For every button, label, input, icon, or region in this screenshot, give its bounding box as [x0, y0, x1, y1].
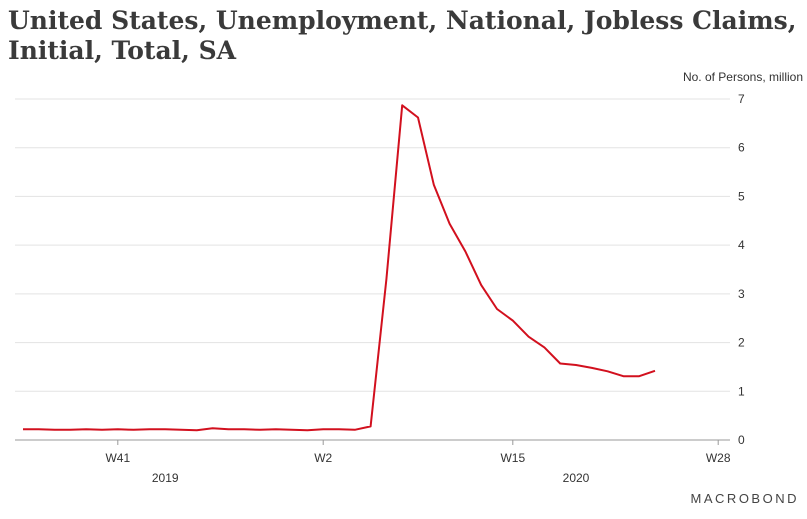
y-tick-label: 7 — [738, 92, 745, 106]
y-axis-label: No. of Persons, million — [682, 70, 803, 84]
y-tick-label: 2 — [738, 336, 745, 350]
x-tick-labels: W41 W2 W15 W28 — [105, 440, 731, 465]
year-labels: 2019 2020 — [152, 471, 590, 485]
y-tick-label: 0 — [738, 433, 745, 447]
year-label: 2019 — [152, 471, 179, 485]
gridlines — [15, 98, 730, 392]
y-tick-label: 4 — [738, 238, 745, 252]
x-tick-label: W2 — [314, 451, 332, 465]
year-label: 2020 — [563, 471, 590, 485]
x-tick-label: W28 — [706, 451, 731, 465]
y-tick-label: 3 — [738, 287, 745, 301]
macrobond-logo: MACROBOND — [690, 491, 799, 506]
y-tick-label: 1 — [738, 384, 745, 398]
chart-title: United States, Unemployment, National, J… — [8, 6, 797, 65]
y-tick-labels: 0 1 2 3 4 5 6 7 — [738, 92, 745, 447]
y-tick-label: 6 — [738, 141, 745, 155]
y-tick-label: 5 — [738, 189, 745, 203]
x-tick-label: W41 — [105, 451, 130, 465]
series-line — [23, 104, 656, 432]
x-tick-label: W15 — [500, 451, 525, 465]
